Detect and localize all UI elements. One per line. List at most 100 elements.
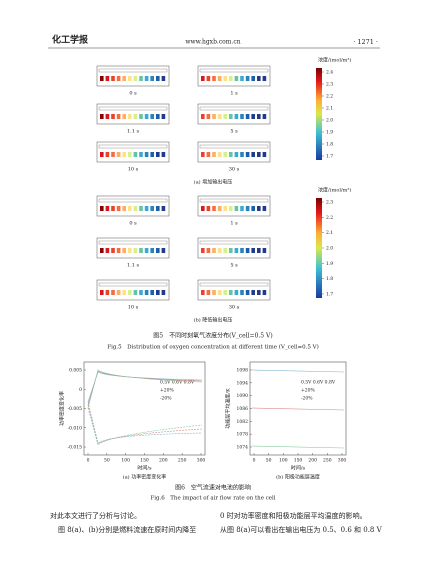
cell bbox=[206, 290, 211, 295]
y-tick-label: 1078 bbox=[237, 432, 249, 438]
cell bbox=[223, 76, 227, 81]
panel-caption: (a) 增加输出电压 bbox=[194, 179, 232, 186]
cell bbox=[122, 114, 126, 119]
cell bbox=[240, 206, 244, 211]
cell bbox=[234, 248, 239, 253]
cell bbox=[111, 290, 115, 295]
cell bbox=[245, 206, 250, 211]
cell bbox=[128, 248, 132, 253]
curve bbox=[87, 369, 203, 409]
cell bbox=[245, 76, 250, 81]
cell-frame bbox=[96, 237, 170, 259]
cell bbox=[234, 76, 239, 81]
x-tick-label: 250 bbox=[178, 458, 187, 464]
cell bbox=[122, 152, 126, 157]
cell bbox=[105, 76, 110, 81]
time-label: 1 s bbox=[230, 221, 238, 227]
cell bbox=[245, 290, 250, 295]
cell bbox=[133, 206, 138, 211]
cell bbox=[128, 152, 132, 157]
cell bbox=[212, 114, 216, 119]
cell bbox=[212, 152, 216, 157]
cell bbox=[144, 290, 149, 295]
panel-caption: (b) 降低输出电压 bbox=[194, 317, 233, 324]
y-tick-label: 0 bbox=[79, 387, 82, 393]
colorbar bbox=[316, 68, 322, 160]
legend-entry: 0.5V 0.6V 0.8V bbox=[160, 380, 195, 386]
page-number: · 1271 · bbox=[353, 38, 378, 46]
figure-caption-en: Fig.5 Distribution of oxygen concentrati… bbox=[107, 344, 318, 351]
cell-frame bbox=[197, 103, 271, 125]
channel bbox=[98, 68, 168, 73]
cell bbox=[150, 248, 154, 253]
cell bbox=[133, 248, 138, 253]
cell bbox=[212, 76, 216, 81]
y-tick-label: 1094 bbox=[237, 380, 249, 386]
cell bbox=[223, 114, 227, 119]
x-tick-label: 200 bbox=[159, 458, 168, 464]
body-text: 0 时对功率密度和阳极功能层平均温度的影响。 bbox=[220, 511, 367, 520]
cell bbox=[240, 152, 244, 157]
cell bbox=[144, 152, 149, 157]
cell bbox=[133, 76, 138, 81]
cell bbox=[234, 114, 239, 119]
cell bbox=[229, 290, 233, 295]
cell bbox=[156, 114, 160, 119]
colorbar-tick-label: 1.9 bbox=[326, 130, 333, 136]
cell bbox=[217, 152, 222, 157]
x-tick-label: 50 bbox=[266, 458, 272, 464]
cell-frame bbox=[96, 141, 170, 163]
colorbar-title: 浓度/(mol/m³) bbox=[318, 57, 351, 64]
colorbar-tick-label: 2.1 bbox=[326, 230, 333, 236]
time-label: 0 s bbox=[129, 91, 137, 97]
time-label: 30 s bbox=[229, 305, 240, 311]
y-axis-label: 功能层平均温度/K bbox=[225, 388, 232, 429]
x-tick-label: 200 bbox=[308, 458, 317, 464]
curve bbox=[87, 370, 203, 406]
colorbar-tick-label: 2.3 bbox=[326, 200, 333, 206]
cell bbox=[206, 248, 211, 253]
cell bbox=[201, 76, 205, 81]
cell bbox=[122, 206, 126, 211]
cell bbox=[262, 206, 267, 211]
cell bbox=[133, 114, 138, 119]
cell bbox=[161, 206, 166, 211]
cell bbox=[217, 76, 222, 81]
x-tick-label: 50 bbox=[104, 458, 110, 464]
body-text: 从图 8(a)可以看出在输出电压为 0.5、0.6 和 0.8 V bbox=[220, 525, 383, 534]
cell bbox=[105, 248, 110, 253]
colorbar-tick-label: 2.4 bbox=[326, 70, 333, 76]
cell bbox=[111, 114, 115, 119]
cell bbox=[100, 206, 104, 211]
y-tick-label: 1098 bbox=[237, 368, 249, 374]
cell bbox=[161, 114, 166, 119]
cell bbox=[150, 290, 154, 295]
cell bbox=[111, 248, 115, 253]
x-tick-label: 150 bbox=[294, 458, 303, 464]
channel bbox=[98, 282, 168, 287]
cell bbox=[156, 290, 160, 295]
cell bbox=[251, 152, 255, 157]
cell bbox=[212, 206, 216, 211]
x-tick-label: 300 bbox=[338, 458, 347, 464]
cell bbox=[262, 114, 267, 119]
x-axis-label: 时间/s bbox=[137, 465, 152, 472]
cell bbox=[229, 248, 233, 253]
cell bbox=[217, 114, 222, 119]
cell bbox=[223, 206, 227, 211]
time-label: 1 s bbox=[230, 91, 238, 97]
cell bbox=[161, 248, 166, 253]
journal-name: 化工学报 bbox=[52, 34, 88, 46]
cell bbox=[217, 290, 222, 295]
cell bbox=[257, 76, 261, 81]
curve bbox=[87, 401, 203, 444]
cell bbox=[229, 114, 233, 119]
x-tick-label: 250 bbox=[323, 458, 332, 464]
cell bbox=[116, 114, 121, 119]
cell bbox=[251, 114, 255, 119]
colorbar bbox=[316, 198, 322, 298]
cell bbox=[234, 290, 239, 295]
cell bbox=[150, 76, 154, 81]
colorbar-tick-label: 1.8 bbox=[326, 276, 333, 282]
